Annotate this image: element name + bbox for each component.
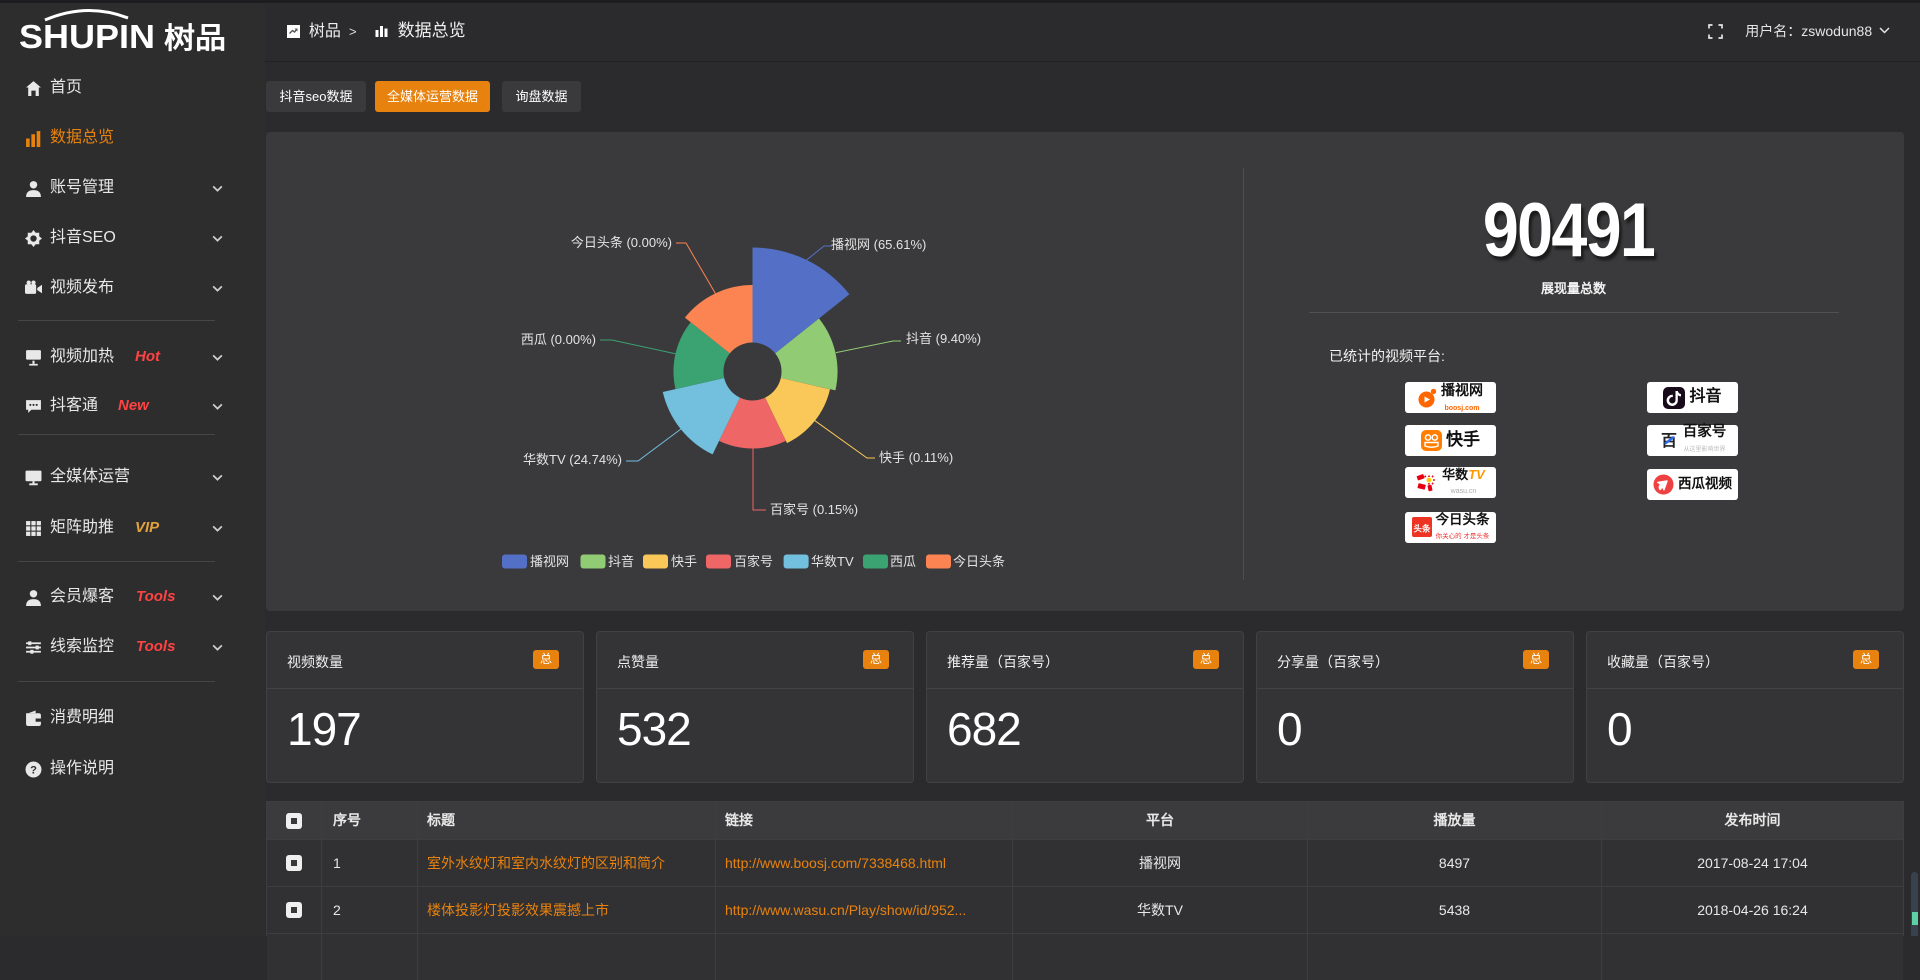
svg-text:抖音 (9.40%): 抖音 (9.40%) (906, 331, 981, 346)
svg-text:今日头条: 今日头条 (953, 554, 1005, 569)
svg-text:快手 (0.11%): 快手 (0.11%) (879, 450, 953, 465)
svg-text:?: ? (30, 764, 37, 776)
svg-text:百家号 (0.15%): 百家号 (0.15%) (770, 502, 858, 517)
svg-text:西瓜: 西瓜 (890, 554, 916, 569)
svg-text:百家号: 百家号 (734, 554, 773, 569)
svg-text:播视网: 播视网 (530, 554, 569, 569)
svg-text:抖音: 抖音 (608, 554, 634, 569)
svg-text:华数TV (24.74%): 华数TV (24.74%) (523, 452, 622, 467)
svg-text:播视网 (65.61%): 播视网 (65.61%) (831, 237, 926, 252)
svg-text:头条: 头条 (1413, 524, 1431, 534)
svg-text:西瓜 (0.00%): 西瓜 (0.00%) (521, 332, 596, 347)
svg-text:今日头条 (0.00%): 今日头条 (0.00%) (571, 235, 672, 250)
svg-text:快手: 快手 (671, 554, 697, 569)
svg-text:华数TV: 华数TV (811, 554, 854, 569)
svg-text:SHUPIN: SHUPIN (19, 18, 155, 55)
svg-text:树品: 树品 (164, 22, 226, 55)
